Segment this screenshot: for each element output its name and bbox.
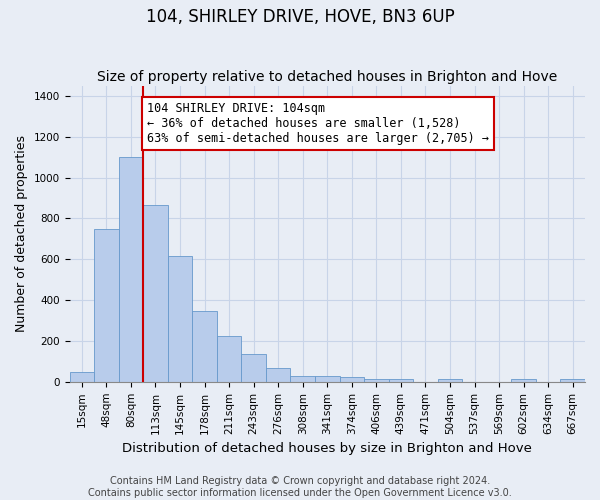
Bar	[70, 372, 94, 382]
Title: Size of property relative to detached houses in Brighton and Hove: Size of property relative to detached ho…	[97, 70, 557, 85]
Bar	[290, 376, 315, 382]
Bar	[364, 379, 389, 382]
Text: Contains HM Land Registry data © Crown copyright and database right 2024.
Contai: Contains HM Land Registry data © Crown c…	[88, 476, 512, 498]
Bar	[94, 228, 119, 382]
Text: 104 SHIRLEY DRIVE: 104sqm
← 36% of detached houses are smaller (1,528)
63% of se: 104 SHIRLEY DRIVE: 104sqm ← 36% of detac…	[147, 102, 489, 145]
Text: 104, SHIRLEY DRIVE, HOVE, BN3 6UP: 104, SHIRLEY DRIVE, HOVE, BN3 6UP	[146, 8, 454, 26]
Bar	[217, 336, 241, 382]
Bar	[511, 380, 536, 382]
Bar	[389, 379, 413, 382]
Bar	[266, 368, 290, 382]
Bar	[241, 354, 266, 382]
Bar	[143, 205, 168, 382]
Bar	[168, 256, 192, 382]
Bar	[119, 157, 143, 382]
X-axis label: Distribution of detached houses by size in Brighton and Hove: Distribution of detached houses by size …	[122, 442, 532, 455]
Y-axis label: Number of detached properties: Number of detached properties	[15, 135, 28, 332]
Bar	[340, 378, 364, 382]
Bar	[560, 380, 585, 382]
Bar	[438, 380, 462, 382]
Bar	[315, 376, 340, 382]
Bar	[192, 312, 217, 382]
